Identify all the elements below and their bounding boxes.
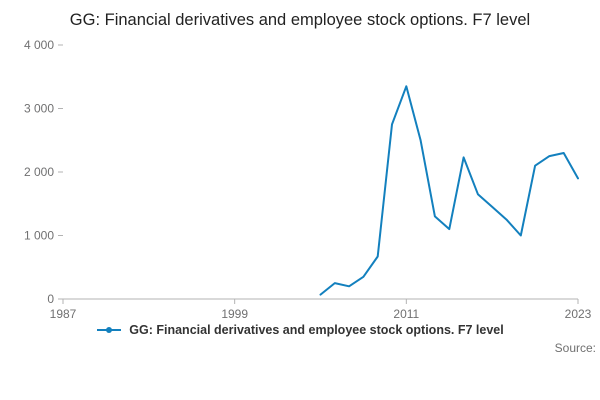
x-tick-label: 2011 bbox=[393, 307, 419, 321]
x-tick-label: 2023 bbox=[565, 307, 592, 321]
x-tick-label: 1999 bbox=[221, 307, 248, 321]
x-tick-label: 1987 bbox=[50, 307, 77, 321]
legend[interactable]: GG: Financial derivatives and employee s… bbox=[0, 323, 600, 337]
y-tick-label: 1 000 bbox=[24, 229, 54, 243]
legend-line-icon bbox=[97, 327, 122, 334]
line-chart: 0 1 000 2 000 3 000 4 000 1987 1999 2011 2023 bbox=[24, 38, 592, 321]
source-label: Source: bbox=[554, 341, 596, 356]
y-tick-label: 3 000 bbox=[24, 102, 54, 116]
data-series-line bbox=[319, 85, 579, 297]
page-title: GG: Financial derivatives and employee s… bbox=[69, 11, 531, 29]
y-tick-label: 4 000 bbox=[24, 38, 54, 52]
y-tick-label: 2 000 bbox=[24, 165, 54, 179]
legend-label: GG: Financial derivatives and employee s… bbox=[129, 323, 504, 338]
y-tick-label: 0 bbox=[47, 292, 54, 306]
